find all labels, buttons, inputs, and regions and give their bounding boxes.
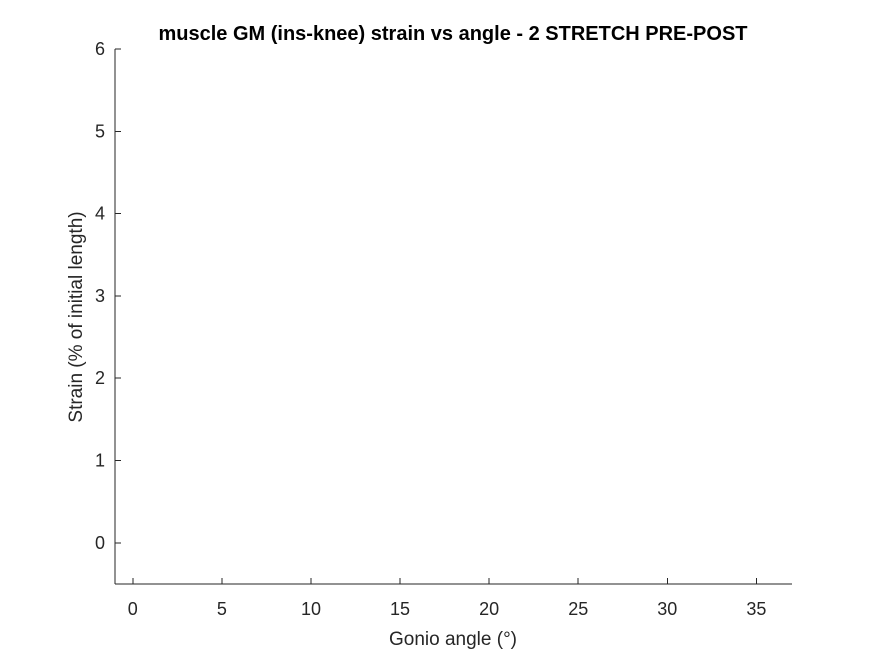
y-tick-label: 0	[95, 533, 105, 553]
y-tick-label: 4	[95, 204, 105, 224]
y-tick-label: 5	[95, 121, 105, 141]
y-ticks: 0 1 2 3 4 5 6	[95, 39, 121, 553]
x-ticks: 0 5 10 15 20 25 30 35	[128, 578, 766, 619]
y-tick-label: 1	[95, 451, 105, 471]
x-axis-label: Gonio angle (°)	[389, 629, 517, 650]
x-tick-label: 0	[128, 599, 138, 619]
y-tick-label: 2	[95, 368, 105, 388]
x-tick-label: 35	[746, 599, 766, 619]
x-tick-label: 25	[568, 599, 588, 619]
y-tick-label: 3	[95, 286, 105, 306]
x-tick-label: 10	[301, 599, 321, 619]
x-tick-label: 30	[657, 599, 677, 619]
y-tick-label: 6	[95, 39, 105, 59]
chart-title: muscle GM (ins-knee) strain vs angle - 2…	[158, 23, 747, 45]
axes	[114, 49, 792, 585]
x-tick-label: 20	[479, 599, 499, 619]
x-tick-label: 5	[217, 599, 227, 619]
x-tick-label: 15	[390, 599, 410, 619]
y-axis-label: Strain (% of initial length)	[66, 211, 87, 422]
